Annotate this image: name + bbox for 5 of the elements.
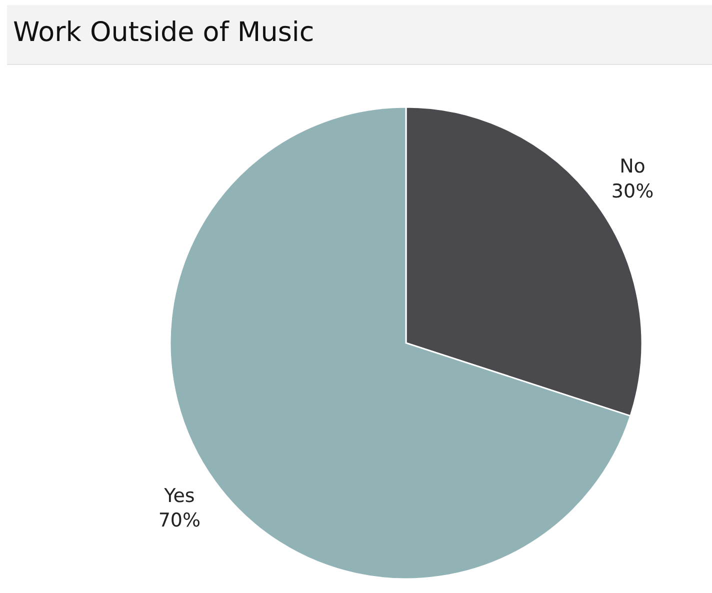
slice-label: No xyxy=(620,156,646,178)
data-label: 70% xyxy=(158,510,201,532)
slice-label: Yes xyxy=(163,484,195,507)
chart-title: Work Outside of Music xyxy=(13,17,314,48)
data-label: 30% xyxy=(611,180,654,202)
